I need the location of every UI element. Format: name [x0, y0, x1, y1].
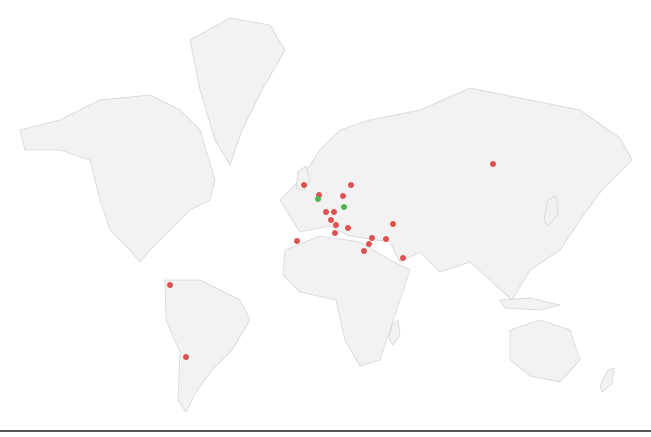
indonesia [499, 297, 561, 311]
marker[interactable] [348, 182, 354, 188]
marker[interactable] [490, 161, 496, 167]
marker[interactable] [369, 235, 375, 241]
marker[interactable] [366, 241, 372, 247]
marker[interactable] [390, 221, 396, 227]
marker[interactable] [341, 204, 347, 210]
marker[interactable] [383, 236, 389, 242]
marker[interactable] [332, 230, 338, 236]
land [19, 17, 633, 413]
markers [167, 161, 496, 360]
greenland [189, 17, 286, 166]
australia [509, 319, 581, 383]
marker[interactable] [361, 248, 367, 254]
japan [543, 195, 559, 227]
marker[interactable] [323, 209, 329, 215]
new-zealand [599, 367, 615, 393]
marker[interactable] [331, 209, 337, 215]
eurasia [279, 87, 633, 301]
marker[interactable] [400, 255, 406, 261]
marker[interactable] [345, 225, 351, 231]
africa [282, 235, 411, 367]
north-america [19, 94, 216, 263]
marker[interactable] [294, 238, 300, 244]
marker[interactable] [333, 222, 339, 228]
south-america [164, 279, 251, 413]
marker[interactable] [340, 193, 346, 199]
marker[interactable] [301, 182, 307, 188]
marker[interactable] [328, 217, 334, 223]
madagascar [388, 319, 401, 346]
marker[interactable] [315, 196, 321, 202]
marker[interactable] [167, 282, 173, 288]
marker[interactable] [183, 354, 189, 360]
